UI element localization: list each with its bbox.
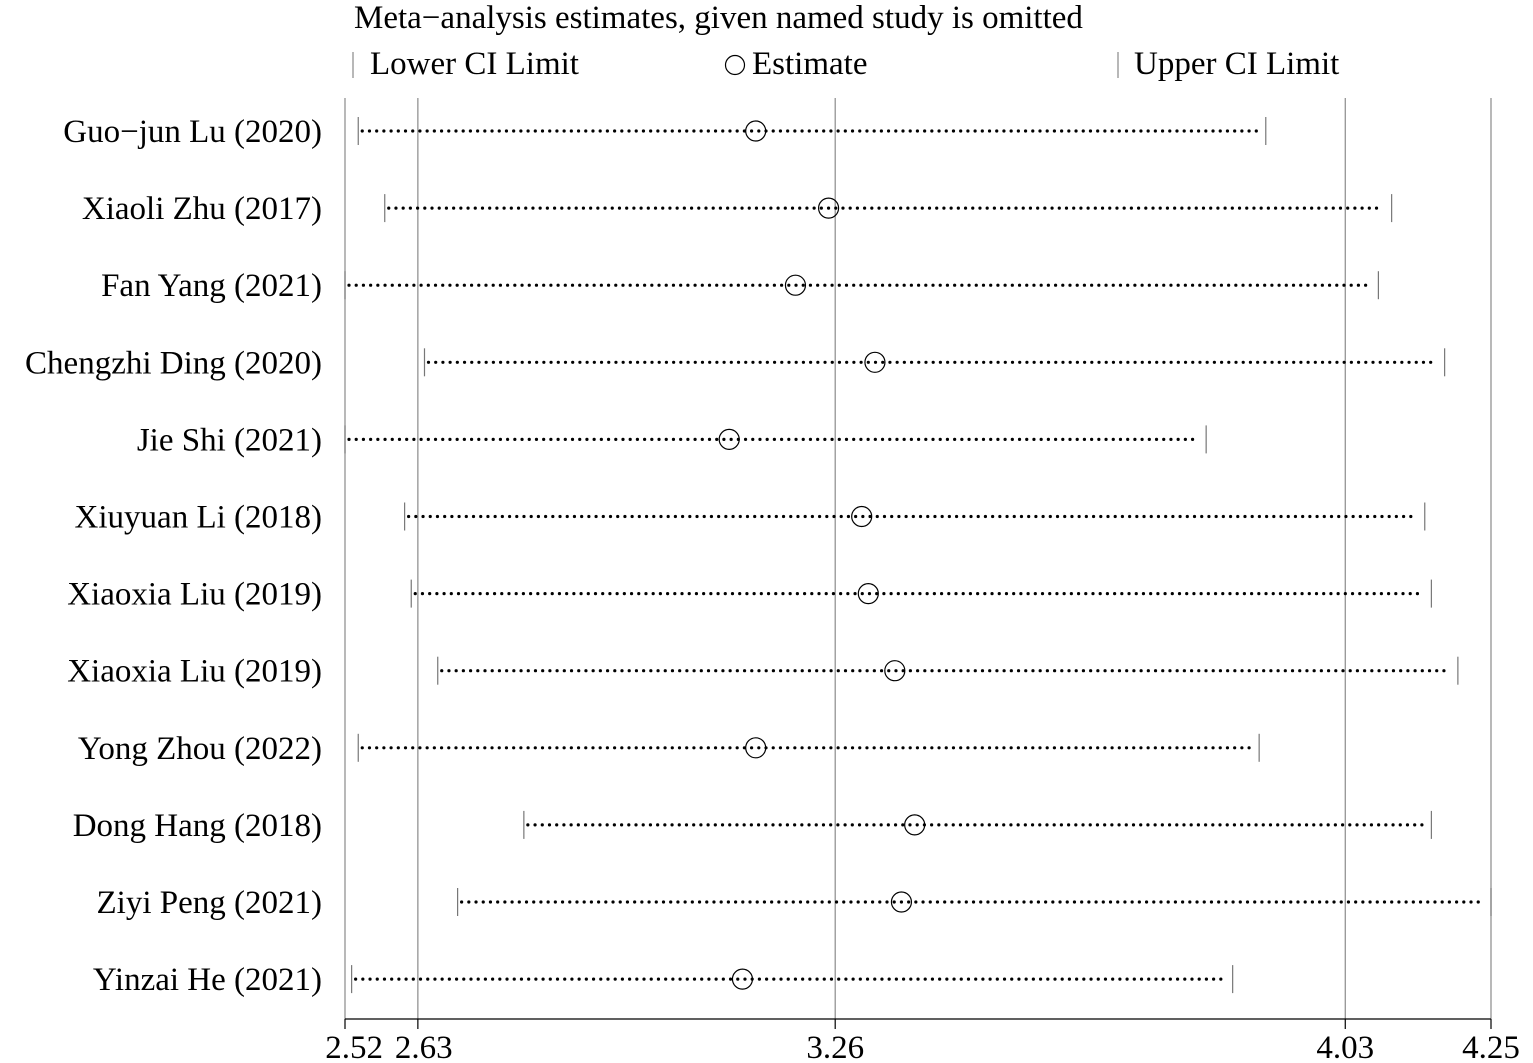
estimate-marker-1 [817, 197, 840, 219]
study-label-11: Yinzai He (2021) [93, 962, 322, 998]
study-row-6: Xiaoxia Liu (2019) [67, 577, 1432, 613]
study-row-8: Yong Zhou (2022) [78, 731, 1260, 767]
study-row-1: Xiaoli Zhu (2017) [82, 191, 1393, 227]
study-rows: Guo−jun Lu (2020) Xiaoli Zhu (2017) Fan Ya… [25, 114, 1492, 998]
x-tick-label-2: 3.26 [806, 1030, 864, 1063]
study-label-8: Yong Zhou (2022) [78, 731, 322, 767]
legend-upper-label: Upper CI Limit [1134, 46, 1339, 82]
estimate-marker-8 [745, 737, 767, 759]
legend-estimate-marker [724, 54, 746, 76]
estimate-marker-11 [731, 968, 754, 990]
estimate-marker-10 [890, 891, 913, 913]
reference-lines [344, 98, 1492, 1019]
study-label-7: Xiaoxia Liu (2019) [67, 654, 322, 690]
estimate-marker-5 [851, 505, 873, 528]
study-row-3: Chengzhi Ding (2020) [25, 345, 1446, 381]
study-label-6: Xiaoxia Liu (2019) [67, 577, 322, 613]
study-row-7: Xiaoxia Liu (2019) [67, 654, 1459, 690]
legend-lower-label: Lower CI Limit [370, 46, 579, 82]
estimate-marker-4 [718, 428, 740, 450]
x-tick-label-3: 4.03 [1316, 1030, 1374, 1063]
legend-estimate-label: Estimate [752, 46, 867, 82]
study-label-3: Chengzhi Ding (2020) [25, 345, 322, 381]
study-row-10: Ziyi Peng (2021) [97, 885, 1492, 921]
estimate-marker-9 [904, 814, 926, 836]
study-label-5: Xiuyuan Li (2018) [75, 500, 322, 536]
estimate-marker-2 [784, 274, 807, 296]
x-axis: 2.52 2.63 3.26 4.03 4.25 [325, 1018, 1520, 1063]
study-row-4: Jie Shi (2021) [137, 422, 1207, 458]
study-label-1: Xiaoli Zhu (2017) [82, 191, 322, 227]
estimate-marker-3 [864, 351, 886, 373]
study-row-2: Fan Yang (2021) [101, 268, 1379, 304]
x-tick-label-0: 2.52 [325, 1030, 383, 1063]
estimate-marker-7 [884, 660, 906, 682]
x-tick-label-1: 2.63 [395, 1030, 453, 1063]
chart-title: Meta−analysis estimates, given named stu… [354, 0, 1083, 36]
estimate-marker-0 [745, 120, 767, 142]
study-row-11: Yinzai He (2021) [93, 962, 1234, 998]
study-label-9: Dong Hang (2018) [73, 808, 322, 844]
legend: Lower CI Limit Estimate Upper CI Limit [352, 46, 1339, 82]
study-row-5: Xiuyuan Li (2018) [75, 500, 1426, 536]
study-label-0: Guo−jun Lu (2020) [63, 114, 322, 150]
x-tick-label-4: 4.25 [1462, 1030, 1520, 1063]
study-row-0: Guo−jun Lu (2020) [63, 114, 1267, 150]
study-label-10: Ziyi Peng (2021) [97, 885, 322, 921]
study-row-9: Dong Hang (2018) [73, 808, 1432, 844]
study-label-4: Jie Shi (2021) [137, 422, 322, 458]
estimate-marker-6 [857, 582, 879, 605]
study-label-2: Fan Yang (2021) [101, 268, 322, 304]
